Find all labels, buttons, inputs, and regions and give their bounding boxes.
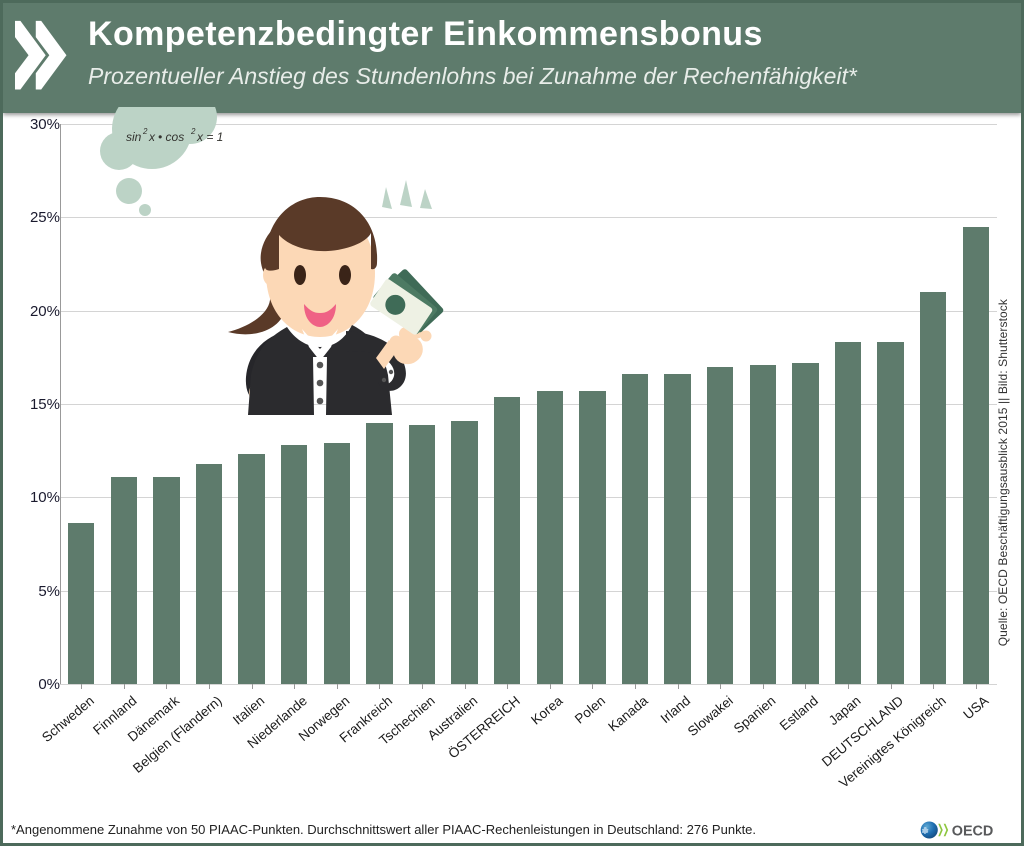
svg-text:sin: sin	[126, 130, 142, 144]
svg-text:2: 2	[142, 127, 148, 136]
svg-text:OECD: OECD	[952, 823, 994, 839]
svg-text:x: x	[148, 130, 156, 144]
svg-text:2: 2	[190, 127, 196, 136]
svg-text:• cos: • cos	[158, 130, 184, 144]
svg-text:x = 1: x = 1	[196, 130, 223, 144]
